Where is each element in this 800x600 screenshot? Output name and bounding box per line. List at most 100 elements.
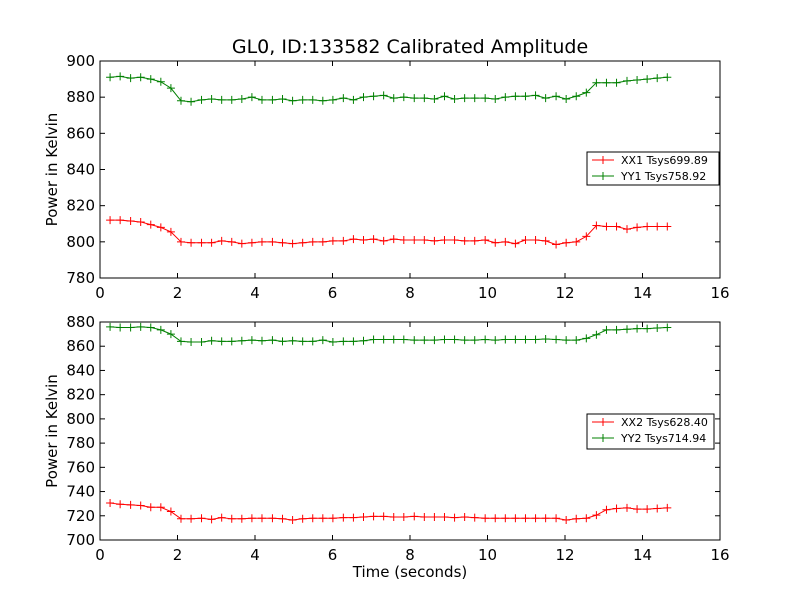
data-point-marker <box>156 503 165 512</box>
data-point-marker <box>187 514 196 523</box>
data-point-marker <box>612 325 621 334</box>
legend-swatch-marker <box>599 156 607 164</box>
data-point-marker <box>470 94 479 103</box>
data-point-marker <box>207 238 216 247</box>
data-point-marker <box>298 337 307 346</box>
data-point-marker <box>278 94 287 103</box>
data-point-marker <box>308 337 317 346</box>
data-point-marker <box>572 336 581 345</box>
data-point-marker <box>501 335 510 344</box>
chart-title: GL0, ID:133582 Calibrated Amplitude <box>232 36 588 58</box>
data-point-marker <box>653 222 662 231</box>
data-point-marker <box>541 334 550 343</box>
data-point-marker <box>359 512 368 521</box>
legend-swatch-marker <box>599 418 607 426</box>
data-point-marker <box>176 514 185 523</box>
data-point-marker <box>166 227 175 236</box>
data-point-marker <box>653 324 662 333</box>
data-point-marker <box>602 78 611 87</box>
data-point-marker <box>501 237 510 246</box>
y-axis-label: Power in Kelvin <box>43 113 61 227</box>
x-tick-label: 14 <box>633 546 652 564</box>
data-point-marker <box>116 500 125 509</box>
data-point-marker <box>379 512 388 521</box>
data-point-marker <box>237 514 246 523</box>
data-point-marker <box>643 222 652 231</box>
y-tick-label: 700 <box>66 531 95 549</box>
data-point-marker <box>349 95 358 104</box>
data-point-marker <box>257 514 266 523</box>
data-point-marker <box>531 91 540 100</box>
data-point-marker <box>430 512 439 521</box>
data-point-marker <box>602 325 611 334</box>
data-point-marker <box>257 336 266 345</box>
data-point-marker <box>379 236 388 245</box>
data-point-marker <box>146 503 155 512</box>
data-point-marker <box>126 217 135 226</box>
data-point-marker <box>663 323 672 332</box>
x-tick-label: 8 <box>405 284 415 302</box>
data-point-marker <box>318 237 327 246</box>
data-point-marker <box>633 505 642 514</box>
data-point-marker <box>106 499 115 508</box>
data-point-marker <box>308 95 317 104</box>
data-point-marker <box>450 335 459 344</box>
data-point-marker <box>247 514 256 523</box>
data-point-marker <box>450 236 459 245</box>
data-point-marker <box>552 335 561 344</box>
data-point-marker <box>511 335 520 344</box>
data-point-marker <box>633 324 642 333</box>
data-point-marker <box>146 220 155 229</box>
data-point-marker <box>501 514 510 523</box>
data-point-marker <box>298 514 307 523</box>
data-point-marker <box>369 92 378 101</box>
data-point-marker <box>653 504 662 513</box>
data-point-marker <box>308 237 317 246</box>
x-tick-label: 2 <box>173 546 183 564</box>
data-point-marker <box>227 95 236 104</box>
legend-swatch-marker <box>599 172 607 180</box>
data-point-marker <box>582 514 591 523</box>
data-point-marker <box>460 236 469 245</box>
x-tick-label: 10 <box>478 284 497 302</box>
y-tick-label: 880 <box>66 313 95 331</box>
data-point-marker <box>257 95 266 104</box>
data-point-marker <box>197 238 206 247</box>
data-point-marker <box>389 335 398 344</box>
data-point-marker <box>187 337 196 346</box>
panel-1: 0 2 4 6 8 10 12 14 16 780 800 820 840 860 880 900 Power … <box>43 52 730 302</box>
data-point-marker <box>663 73 672 82</box>
data-point-marker <box>531 514 540 523</box>
data-point-marker <box>481 94 490 103</box>
data-point-marker <box>389 512 398 521</box>
data-point-marker <box>106 322 115 331</box>
legend-entry-label: YY1 Tsys758.92 <box>620 170 706 183</box>
data-point-marker <box>146 75 155 84</box>
data-point-marker <box>217 95 226 104</box>
data-point-marker <box>318 96 327 105</box>
data-point-marker <box>481 514 490 523</box>
data-point-marker <box>501 93 510 102</box>
data-point-marker <box>582 88 591 97</box>
legend-entry-label: XX1 Tsys699.89 <box>621 154 708 167</box>
y-tick-label: 780 <box>66 434 95 452</box>
data-point-marker <box>460 94 469 103</box>
y-tick-label: 900 <box>66 52 95 70</box>
x-tick-label: 8 <box>405 546 415 564</box>
y-tick-label: 800 <box>66 233 95 251</box>
data-point-marker <box>197 337 206 346</box>
data-point-marker <box>653 74 662 83</box>
data-point-marker <box>410 512 419 521</box>
data-point-marker <box>562 238 571 247</box>
data-point-marker <box>328 95 337 104</box>
data-point-marker <box>592 330 601 339</box>
data-point-marker <box>349 337 358 346</box>
data-point-marker <box>156 325 165 334</box>
data-point-marker <box>440 236 449 245</box>
y-tick-label: 820 <box>66 197 95 215</box>
x-axis-label: Time (seconds) <box>352 563 468 581</box>
data-point-marker <box>359 236 368 245</box>
data-point-marker <box>582 334 591 343</box>
data-point-marker <box>521 92 530 101</box>
data-point-marker <box>176 237 185 246</box>
